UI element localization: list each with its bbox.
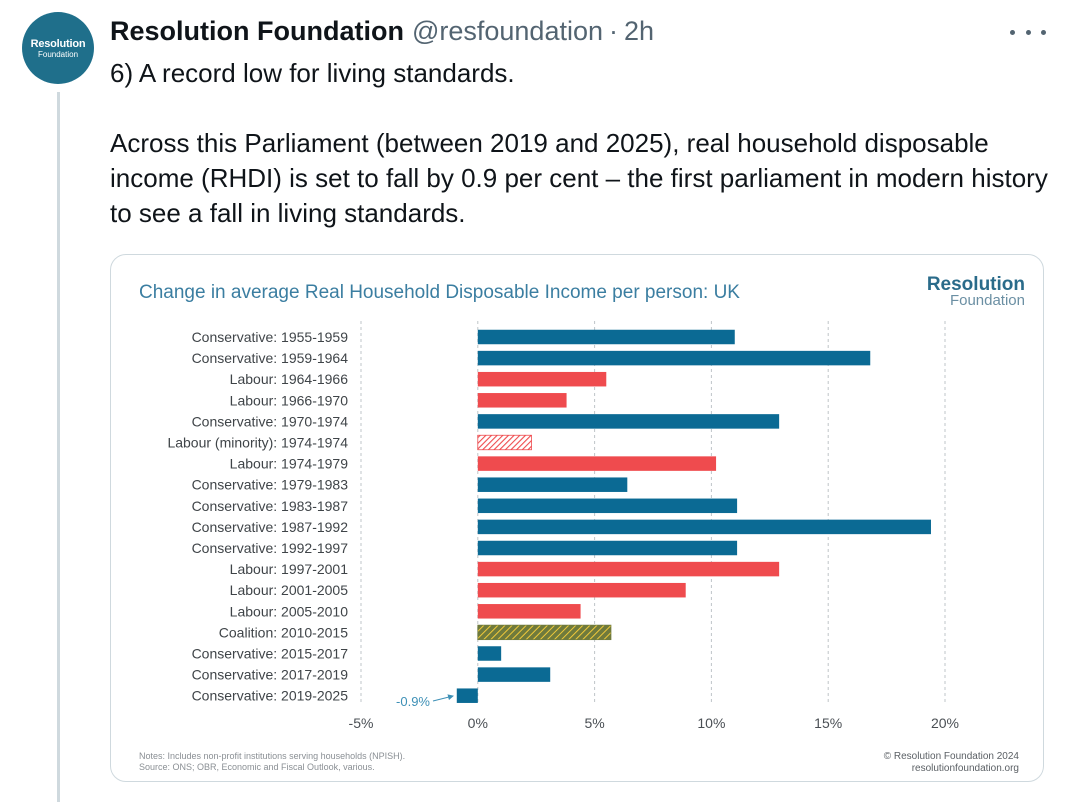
bar bbox=[477, 434, 532, 451]
category-label: Coalition: 2010-2015 bbox=[219, 624, 348, 640]
category-label: Labour: 1966-1970 bbox=[230, 392, 349, 408]
category-label: Labour: 1964-1966 bbox=[230, 371, 349, 387]
thread-line bbox=[57, 92, 60, 802]
bar bbox=[477, 582, 686, 598]
separator-dot: · bbox=[609, 15, 618, 46]
category-label: Conservative: 2019-2025 bbox=[192, 688, 349, 704]
category-label: Conservative: 1970-1974 bbox=[192, 413, 349, 429]
bar bbox=[477, 604, 581, 619]
copyright-line2: resolutionfoundation.org bbox=[912, 763, 1019, 774]
tweet-text-line1: 6) A record low for living standards. bbox=[110, 58, 515, 88]
bar-chart: Change in average Real Household Disposa… bbox=[139, 274, 1025, 774]
category-label: Conservative: 1992-1997 bbox=[192, 540, 349, 556]
category-label: Conservative: 1983-1987 bbox=[192, 498, 349, 514]
more-options-icon[interactable] bbox=[1010, 20, 1046, 44]
author-name[interactable]: Resolution Foundation bbox=[110, 15, 404, 46]
bar bbox=[477, 414, 780, 429]
x-tick-label: 0% bbox=[468, 715, 488, 731]
bar bbox=[456, 688, 478, 703]
chart-title: Change in average Real Household Disposa… bbox=[139, 282, 740, 303]
bar bbox=[477, 329, 735, 345]
dot-icon bbox=[1041, 29, 1046, 35]
category-label: Labour: 1974-1979 bbox=[230, 456, 349, 472]
x-tick-label: 20% bbox=[931, 715, 959, 731]
category-label: Conservative: 2017-2019 bbox=[192, 667, 349, 683]
bar bbox=[477, 519, 931, 535]
bar bbox=[477, 624, 612, 641]
annotation-arrow bbox=[432, 694, 454, 702]
category-label: Conservative: 1979-1983 bbox=[192, 477, 349, 493]
category-label: Labour: 1997-2001 bbox=[230, 561, 349, 577]
category-label: Conservative: 2015-2017 bbox=[192, 646, 349, 662]
category-label: Labour: 2001-2005 bbox=[230, 582, 349, 598]
x-tick-label: 10% bbox=[697, 715, 725, 731]
category-label: Conservative: 1955-1959 bbox=[192, 329, 349, 345]
category-label: Conservative: 1959-1964 bbox=[192, 350, 349, 366]
annotation-label: -0.9% bbox=[396, 694, 430, 709]
dot-icon bbox=[1025, 29, 1031, 35]
bar bbox=[477, 646, 502, 661]
chart-logo-line2: Foundation bbox=[950, 292, 1025, 309]
tweet-text: 6) A record low for living standards. Ac… bbox=[110, 56, 1050, 231]
x-tick-label: 15% bbox=[814, 715, 842, 731]
chart-image-card[interactable]: Change in average Real Household Disposa… bbox=[110, 254, 1044, 782]
notes-line2: Source: ONS; OBR, Economic and Fiscal Ou… bbox=[139, 762, 375, 772]
author-handle[interactable]: @resfoundation bbox=[411, 15, 603, 46]
bar bbox=[477, 667, 551, 682]
bar bbox=[477, 371, 607, 387]
avatar-text-line1: Resolution bbox=[30, 37, 86, 50]
tweet-header: Resolution Foundation @resfoundation · 2… bbox=[110, 14, 654, 48]
x-tick-label: -5% bbox=[349, 715, 374, 731]
bar bbox=[477, 540, 738, 556]
copyright-line1: © Resolution Foundation 2024 bbox=[884, 751, 1020, 762]
tweet-text-paragraph2: Across this Parliament (between 2019 and… bbox=[110, 128, 1048, 228]
x-tick-label: 5% bbox=[584, 715, 604, 731]
category-label: Labour (minority): 1974-1974 bbox=[167, 435, 348, 451]
bar bbox=[477, 456, 717, 471]
timestamp[interactable]: 2h bbox=[624, 15, 655, 46]
category-label: Conservative: 1987-1992 bbox=[192, 519, 349, 535]
bar bbox=[477, 350, 871, 366]
dot-icon bbox=[1010, 29, 1015, 35]
avatar[interactable]: Resolution Foundation bbox=[22, 12, 94, 84]
avatar-text-line2: Foundation bbox=[37, 49, 79, 59]
notes-line1: Notes: Includes non-profit institutions … bbox=[139, 751, 405, 761]
bar bbox=[477, 477, 628, 492]
category-label: Labour: 2005-2010 bbox=[230, 603, 349, 619]
bar bbox=[477, 393, 567, 408]
bar bbox=[477, 561, 780, 577]
chart-logo-line1: Resolution bbox=[927, 274, 1025, 295]
bar bbox=[477, 498, 738, 514]
